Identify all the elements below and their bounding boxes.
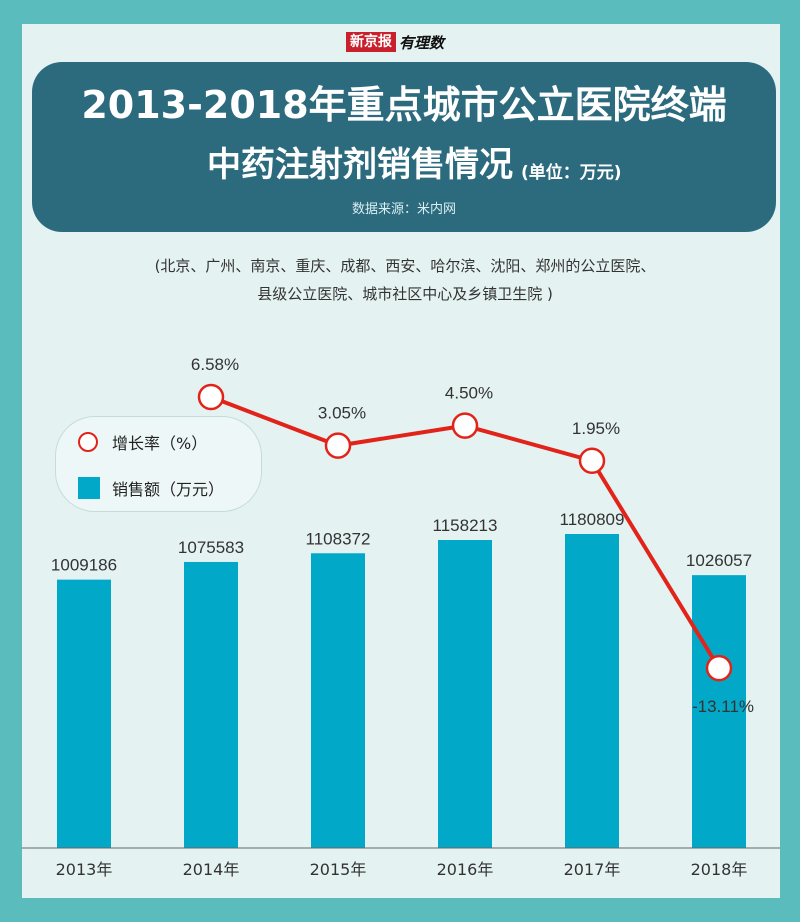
bar-value-label-5: 1026057 — [686, 551, 752, 570]
bar-value-label-3: 1158213 — [433, 516, 498, 535]
chart-title-line2-text: 中药注射剂销售情况 — [207, 145, 513, 185]
growth-label-0: 6.58% — [191, 355, 239, 374]
bar-4 — [565, 534, 619, 848]
legend-growth-label: 增长率（%） — [112, 434, 208, 453]
bar-series: 1009186 1075583 1108372 1158213 1180809 10260… — [51, 510, 752, 848]
bar-3 — [438, 540, 492, 848]
x-tick-label-1: 2014年 — [183, 860, 240, 879]
data-source: 数据来源：米内网 — [351, 202, 456, 217]
legend-item-sales: 销售额（万元） — [78, 476, 224, 500]
bar-value-label-0: 1009186 — [51, 556, 117, 575]
growth-point-1 — [324, 432, 352, 459]
growth-label-4: -13.11% — [692, 697, 754, 716]
growth-label-3: 1.95% — [572, 419, 620, 438]
chart-title-line2: 中药注射剂销售情况 (单位：万元) — [207, 144, 622, 186]
scope-note-line2: 县级公立医院、城市社区中心及乡镇卫生院 ) — [257, 285, 553, 303]
scope-note-line1: (北京、广州、南京、重庆、成都、西安、哈尔滨、沈阳、郑州的公立医院、 — [154, 257, 656, 275]
bar-value-label-4: 1180809 — [560, 510, 625, 529]
chart-title-line1: 2013-2018年重点城市公立医院终端 — [81, 83, 727, 127]
bar-2 — [311, 553, 365, 848]
growth-line-series: 6.58% 3.05% 4.50% 1.95% -13.11% — [191, 355, 754, 716]
growth-marker-icon — [78, 432, 98, 452]
bar-5 — [692, 575, 746, 848]
x-axis-ticks: 2013年 2014年 2015年 2016年 2017年 2018年 — [56, 860, 748, 879]
x-tick-label-3: 2016年 — [437, 860, 494, 879]
growth-point-3 — [578, 447, 606, 475]
legend: 增长率（%） 销售额（万元） — [55, 416, 262, 512]
brand-logo: 新京报 有理数 — [346, 31, 464, 53]
legend-item-growth: 增长率（%） — [78, 430, 207, 454]
x-tick-label-2: 2015年 — [310, 860, 367, 879]
bar-value-label-1: 1075583 — [178, 538, 244, 557]
title-banner: 2013-2018年重点城市公立医院终端 中药注射剂销售情况 (单位：万元) 数据… — [32, 62, 776, 232]
unit-label: (单位：万元) — [521, 163, 622, 183]
brand-black-label: 有理数 — [399, 33, 445, 52]
growth-label-1: 3.05% — [318, 404, 366, 423]
legend-sales-label: 销售额（万元） — [112, 480, 225, 499]
x-tick-label-0: 2013年 — [56, 860, 113, 879]
x-tick-label-5: 2018年 — [691, 860, 748, 879]
x-tick-label-4: 2017年 — [564, 860, 621, 879]
growth-point-4 — [705, 654, 733, 682]
scope-note: (北京、广州、南京、重庆、成都、西安、哈尔滨、沈阳、郑州的公立医院、 县级公立医… — [60, 252, 750, 308]
bar-value-label-2: 1108372 — [306, 529, 371, 548]
brand-red-label: 新京报 — [346, 32, 396, 52]
growth-point-2 — [451, 412, 479, 439]
sales-bar-icon — [78, 477, 100, 499]
bar-1 — [184, 561, 238, 848]
growth-point-0 — [197, 383, 225, 411]
bar-0 — [57, 579, 111, 848]
growth-label-2: 4.50% — [445, 384, 493, 403]
